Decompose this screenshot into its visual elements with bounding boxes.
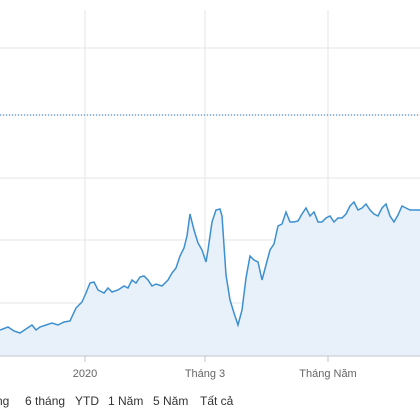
range-button-5-nam[interactable]: 5 Năm bbox=[153, 394, 189, 408]
range-button-1-nam[interactable]: 1 Năm bbox=[108, 394, 144, 408]
price-line bbox=[0, 200, 420, 334]
x-tick-label-1: Tháng 3 bbox=[185, 368, 225, 380]
range-button-tat-ca[interactable]: Tất cả bbox=[200, 394, 234, 408]
x-tick-label-2: Tháng Năm bbox=[299, 368, 356, 380]
range-selector: ng 6 tháng YTD 1 Năm 5 Năm Tất cả bbox=[0, 392, 420, 412]
range-button-6-thang[interactable]: 6 tháng bbox=[25, 394, 66, 408]
range-button-ytd[interactable]: YTD bbox=[75, 394, 99, 408]
price-area-fill bbox=[0, 202, 420, 356]
range-button-partial[interactable]: ng bbox=[0, 394, 10, 408]
x-axis-ticks: 2020 Tháng 3 Tháng Năm bbox=[73, 356, 357, 380]
x-tick-label-0: 2020 bbox=[73, 368, 97, 380]
